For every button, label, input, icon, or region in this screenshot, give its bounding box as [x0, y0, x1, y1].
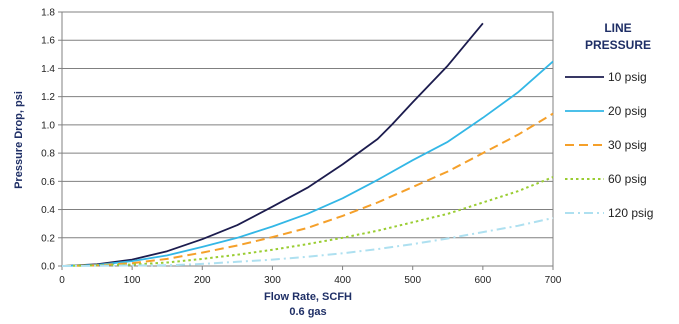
y-tick-label: 0.2 [41, 233, 55, 244]
plot-area [61, 11, 554, 267]
y-tick-label: 0.8 [41, 149, 55, 160]
x-tick-label: 700 [545, 275, 562, 286]
legend-label-20-psig: 20 psig [608, 104, 647, 118]
y-tick-label: 0.0 [41, 262, 55, 273]
series-line-120-psig [61, 217, 554, 267]
y-axis-ticks: 0.0 0.2 0.4 0.6 0.8 1.0 1.2 1.4 1.6 1.8 [41, 8, 62, 273]
y-tick-label: 1.6 [41, 36, 55, 47]
x-axis-ticks: 0 100 200 300 400 500 600 700 [59, 266, 562, 286]
y-tick-label: 1.0 [41, 120, 55, 131]
x-tick-label: 100 [124, 275, 141, 286]
legend-label-30-psig: 30 psig [608, 138, 647, 152]
legend-title-line1: LINE [604, 21, 631, 35]
legend-label-120-psig: 120 psig [608, 206, 653, 220]
legend-items: 10 psig 20 psig 30 psig 60 psig 120 psig [565, 70, 653, 220]
x-tick-label: 300 [264, 275, 281, 286]
y-tick-label: 1.8 [41, 8, 55, 19]
x-tick-label: 500 [404, 275, 421, 286]
series-line-30-psig [61, 112, 554, 267]
y-axis-title: Pressure Drop, psi [13, 91, 25, 189]
legend-label-10-psig: 10 psig [608, 70, 647, 84]
x-axis-subtitle: 0.6 gas [289, 306, 326, 318]
series-line-10-psig [61, 22, 484, 267]
x-tick-label: 600 [475, 275, 492, 286]
series-line-60-psig [61, 176, 554, 267]
legend-title-line2: PRESSURE [585, 38, 651, 52]
x-tick-label: 400 [334, 275, 351, 286]
series-lines [61, 22, 554, 267]
x-axis-title: Flow Rate, SCFH [264, 291, 352, 303]
legend: LINE PRESSURE 10 psig 20 psig 30 psig 60 ps… [565, 21, 653, 220]
y-tick-label: 0.4 [41, 205, 55, 216]
x-tick-label: 200 [194, 275, 211, 286]
x-tick-label: 0 [59, 275, 65, 286]
y-tick-label: 1.4 [41, 64, 55, 75]
legend-label-60-psig: 60 psig [608, 172, 647, 186]
grid-lines [62, 39, 553, 239]
y-tick-label: 1.2 [41, 92, 55, 103]
y-tick-label: 0.6 [41, 177, 55, 188]
series-line-20-psig [61, 60, 554, 267]
